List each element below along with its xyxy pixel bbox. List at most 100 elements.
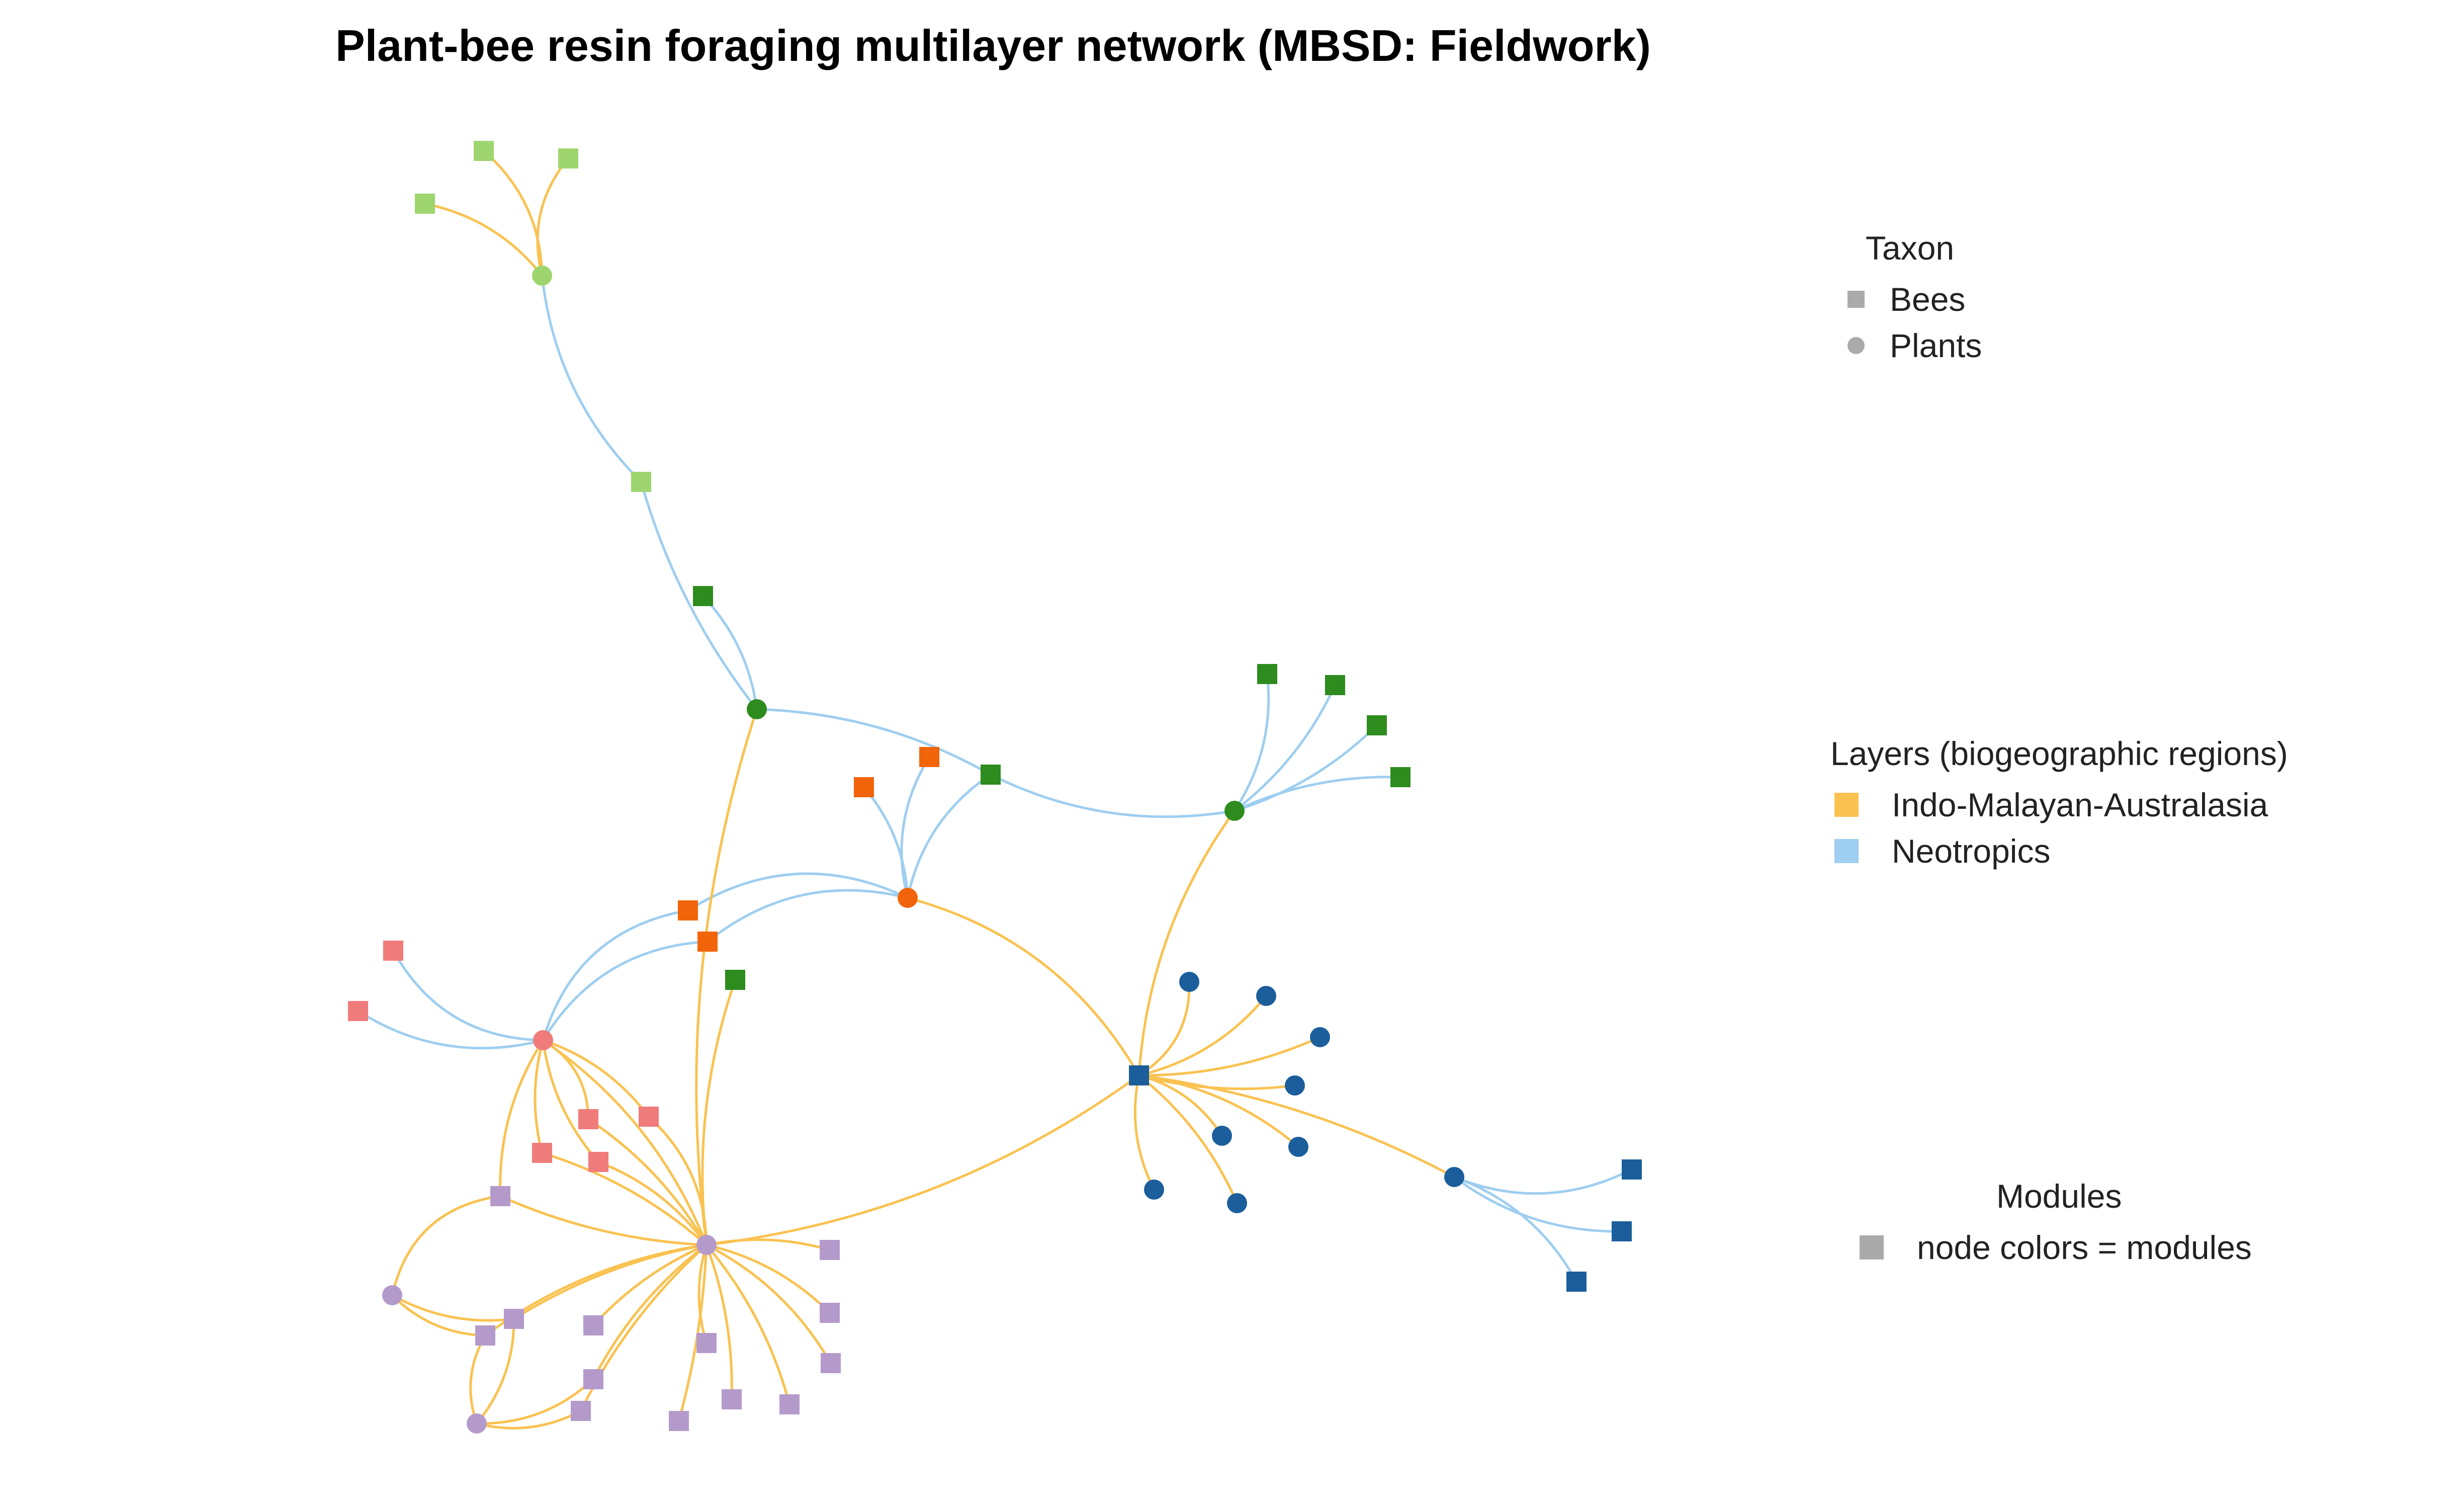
bee-node: [820, 1303, 840, 1323]
edge-b1-b3: [1138, 995, 1267, 1077]
edge-k5-k6: [1233, 674, 1270, 812]
bee-node: [578, 1109, 598, 1129]
edge-u1-u12: [705, 1244, 733, 1400]
edge-u2-u5: [391, 1294, 514, 1322]
edge-p4-u1: [587, 1118, 708, 1246]
legend-item-label: Neotropics: [1892, 832, 2051, 870]
bee-node: [415, 194, 435, 214]
indo-malayan-swatch-icon: [1834, 793, 1859, 817]
edge-k5-b1: [1137, 810, 1236, 1076]
legend-modules: Modules node colors = modules: [1856, 1177, 2252, 1271]
edge-u1-u14: [706, 1243, 832, 1364]
edge-b10-b12: [1453, 1176, 1622, 1233]
bee-node: [678, 900, 698, 920]
legend-item-label: node colors = modules: [1917, 1229, 2252, 1266]
edge-b1-b5: [1138, 1074, 1295, 1091]
bee-node: [583, 1315, 603, 1335]
edge-b10-b13: [1454, 1176, 1578, 1283]
edge-b1-b4: [1138, 1036, 1321, 1077]
legend-layers: Layers (biogeographic regions) Indo-Mala…: [1830, 734, 2288, 874]
edge-p6-u1: [542, 1151, 708, 1246]
edge-g5-k1: [640, 481, 758, 710]
bees-square-icon: [1847, 291, 1865, 308]
edge-u1-u9: [592, 1244, 708, 1380]
bee-node: [631, 472, 651, 492]
edge-g1-g3: [536, 157, 569, 276]
edge-u1-b1: [706, 1074, 1140, 1246]
bee-node: [504, 1309, 524, 1329]
bee-node: [693, 586, 713, 606]
plant-node: [532, 266, 552, 286]
edge-u3-u5: [476, 1318, 515, 1424]
bee-node: [1612, 1221, 1632, 1241]
edge-p1-p2: [392, 950, 544, 1042]
modules-swatch-icon: [1860, 1235, 1884, 1260]
edge-b1-b8: [1133, 1075, 1156, 1191]
bee-node: [1325, 675, 1345, 695]
bee-node: [820, 1240, 840, 1260]
edge-b1-b10: [1138, 1074, 1455, 1179]
edge-u1-u13: [706, 1244, 791, 1405]
bee-node: [1129, 1065, 1149, 1085]
plant-node: [533, 1030, 553, 1050]
bee-node: [1257, 664, 1277, 684]
edge-o1-o4: [687, 872, 909, 912]
edge-layer: [357, 150, 1633, 1430]
bee-node: [558, 148, 578, 169]
edge-u3-u6: [469, 1334, 487, 1424]
edge-u2-u6: [391, 1294, 486, 1337]
plant-node: [1285, 1075, 1305, 1096]
edge-p1-p7: [542, 1040, 599, 1163]
bee-node: [696, 1333, 717, 1353]
edge-o1-b1: [907, 896, 1140, 1076]
legend-taxon: Taxon Bees Plants: [1840, 229, 1982, 369]
edge-k2-k1: [702, 595, 758, 710]
legend-item-modules: node colors = modules: [1856, 1224, 2252, 1271]
edge-k3-k5: [990, 773, 1235, 818]
edge-k1-k3: [756, 708, 992, 776]
edge-k5-k9: [1234, 776, 1401, 812]
edge-o1-k3: [906, 773, 992, 898]
bee-node: [1566, 1272, 1587, 1292]
plant-node: [1179, 972, 1199, 992]
plant-node: [1212, 1126, 1232, 1146]
edge-k1-u1: [695, 709, 758, 1245]
edge-u4-u2: [391, 1195, 501, 1296]
edge-p1-p3: [357, 1010, 544, 1050]
chart-title: Plant-bee resin foraging multilayer netw…: [335, 21, 1651, 70]
bee-node: [490, 1186, 510, 1206]
legend-taxon-title: Taxon: [1866, 229, 1955, 267]
edge-b1-b2: [1138, 981, 1191, 1077]
legend-item-label: Bees: [1890, 281, 1966, 318]
edge-u3-u10: [476, 1409, 582, 1430]
bee-node: [475, 1325, 495, 1346]
plant-node: [467, 1413, 487, 1434]
edge-p1-u1: [542, 1039, 708, 1245]
plant-node: [1444, 1167, 1464, 1187]
neotropics-swatch-icon: [1834, 839, 1859, 863]
plant-node: [1227, 1193, 1247, 1213]
edge-u3-u9: [476, 1378, 594, 1425]
plants-circle-icon: [1847, 337, 1865, 354]
bee-node: [821, 1353, 841, 1373]
legend-item-indo-malayan: Indo-Malayan-Australasia: [1830, 782, 2288, 828]
bee-node: [383, 941, 403, 961]
legend-item-neotropics: Neotropics: [1830, 828, 2288, 874]
legend-item-label: Plants: [1890, 327, 1982, 364]
legend-modules-title: Modules: [1996, 1178, 2122, 1215]
bee-node: [583, 1369, 603, 1389]
edge-b1-b9: [1138, 1074, 1239, 1204]
bee-node: [588, 1152, 608, 1172]
bee-node: [722, 1389, 742, 1409]
edge-p1-u4: [499, 1039, 545, 1197]
plant-node: [696, 1235, 717, 1255]
edge-u1-k4: [701, 979, 737, 1245]
bee-node: [532, 1143, 552, 1163]
bee-node: [1622, 1159, 1642, 1180]
edge-b10-b11: [1454, 1168, 1633, 1195]
edge-u1-u7: [592, 1243, 707, 1326]
edge-u4-u1: [499, 1195, 707, 1246]
edge-o1-o3: [863, 786, 909, 898]
bee-node: [779, 1394, 800, 1414]
